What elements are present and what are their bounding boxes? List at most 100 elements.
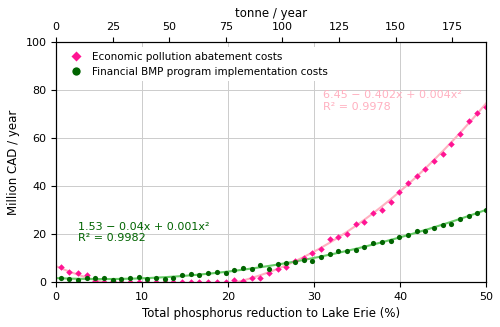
Point xyxy=(222,270,230,275)
Point xyxy=(248,266,256,271)
Point xyxy=(144,279,152,284)
Point xyxy=(100,275,108,281)
Point xyxy=(326,252,334,257)
Point xyxy=(56,265,64,270)
Point xyxy=(412,229,420,234)
Point xyxy=(326,236,334,242)
Point xyxy=(395,234,403,240)
Point xyxy=(265,267,273,272)
Point xyxy=(343,249,351,254)
X-axis label: tonne / year: tonne / year xyxy=(235,7,307,20)
Point xyxy=(369,210,377,215)
Text: 1.53 − 0.04x + 0.001x²
R² = 0.9982: 1.53 − 0.04x + 0.001x² R² = 0.9982 xyxy=(78,222,209,244)
Point xyxy=(152,279,160,284)
Point xyxy=(448,141,456,146)
Point xyxy=(360,219,368,225)
Point xyxy=(352,222,360,227)
Point xyxy=(378,239,386,245)
Point xyxy=(265,270,273,276)
Point xyxy=(378,208,386,213)
Y-axis label: Million CAD / year: Million CAD / year xyxy=(7,109,20,215)
Point xyxy=(204,279,212,284)
X-axis label: Total phosphorus reduction to Lake Erie (%): Total phosphorus reduction to Lake Erie … xyxy=(142,307,400,320)
Point xyxy=(352,247,360,252)
Point xyxy=(464,213,472,218)
Point xyxy=(343,231,351,236)
Point xyxy=(464,119,472,124)
Point xyxy=(160,276,168,281)
Point xyxy=(274,261,281,266)
Point xyxy=(74,277,82,282)
Point xyxy=(422,228,430,233)
Point xyxy=(282,265,290,270)
Point xyxy=(118,279,126,284)
Point xyxy=(82,272,90,277)
Point xyxy=(282,260,290,266)
Point xyxy=(92,278,100,283)
Point xyxy=(222,279,230,284)
Point xyxy=(239,265,247,270)
Point xyxy=(170,275,177,281)
Point xyxy=(395,189,403,194)
Point xyxy=(308,250,316,256)
Point xyxy=(482,104,490,109)
Point xyxy=(152,275,160,281)
Legend: Economic pollution abatement costs, Financial BMP program implementation costs: Economic pollution abatement costs, Fina… xyxy=(62,47,332,81)
Point xyxy=(369,241,377,246)
Point xyxy=(360,245,368,250)
Point xyxy=(448,221,456,226)
Point xyxy=(126,279,134,284)
Point xyxy=(196,272,203,277)
Point xyxy=(256,263,264,268)
Point xyxy=(74,271,82,276)
Point xyxy=(291,258,299,263)
Point xyxy=(144,276,152,281)
Point xyxy=(474,210,482,215)
Point xyxy=(134,279,142,284)
Point xyxy=(65,269,73,274)
Point xyxy=(100,279,108,284)
Point xyxy=(291,259,299,265)
Point xyxy=(196,279,203,284)
Point xyxy=(482,208,490,213)
Point xyxy=(430,158,438,163)
Point xyxy=(204,270,212,275)
Point xyxy=(412,174,420,179)
Point xyxy=(274,266,281,271)
Point xyxy=(108,279,116,284)
Point xyxy=(92,275,100,281)
Point xyxy=(178,272,186,278)
Point xyxy=(386,238,394,243)
Point xyxy=(317,254,325,259)
Point xyxy=(456,131,464,136)
Point xyxy=(474,110,482,115)
Point xyxy=(230,268,238,273)
Point xyxy=(248,275,256,281)
Text: 6.45 − 0.402x + 0.004x²
R² = 0.9978: 6.45 − 0.402x + 0.004x² R² = 0.9978 xyxy=(322,90,462,112)
Point xyxy=(430,225,438,230)
Point xyxy=(438,222,446,228)
Point xyxy=(213,279,221,284)
Point xyxy=(334,235,342,240)
Point xyxy=(108,277,116,283)
Point xyxy=(126,276,134,281)
Point xyxy=(134,275,142,280)
Point xyxy=(160,279,168,284)
Point xyxy=(386,199,394,205)
Point xyxy=(404,181,412,186)
Point xyxy=(239,278,247,284)
Point xyxy=(118,277,126,282)
Point xyxy=(170,279,177,284)
Point xyxy=(334,249,342,254)
Point xyxy=(82,276,90,281)
Point xyxy=(56,275,64,281)
Point xyxy=(404,232,412,238)
Point xyxy=(187,279,195,284)
Point xyxy=(213,270,221,275)
Point xyxy=(300,257,308,263)
Point xyxy=(187,271,195,276)
Point xyxy=(178,279,186,284)
Point xyxy=(438,151,446,157)
Point xyxy=(65,276,73,282)
Point xyxy=(300,255,308,261)
